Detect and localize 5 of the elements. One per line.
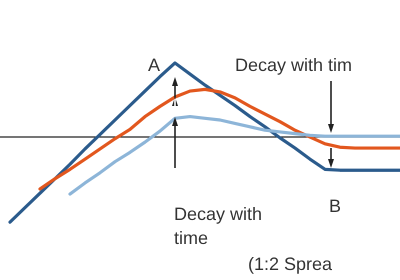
annotation: A: [148, 55, 160, 75]
annotation: Decay with time: [174, 204, 262, 248]
annotation: Decay with tim: [235, 55, 352, 75]
text: (1:2 Sprea: [248, 254, 334, 274]
annotation: B: [329, 196, 342, 216]
